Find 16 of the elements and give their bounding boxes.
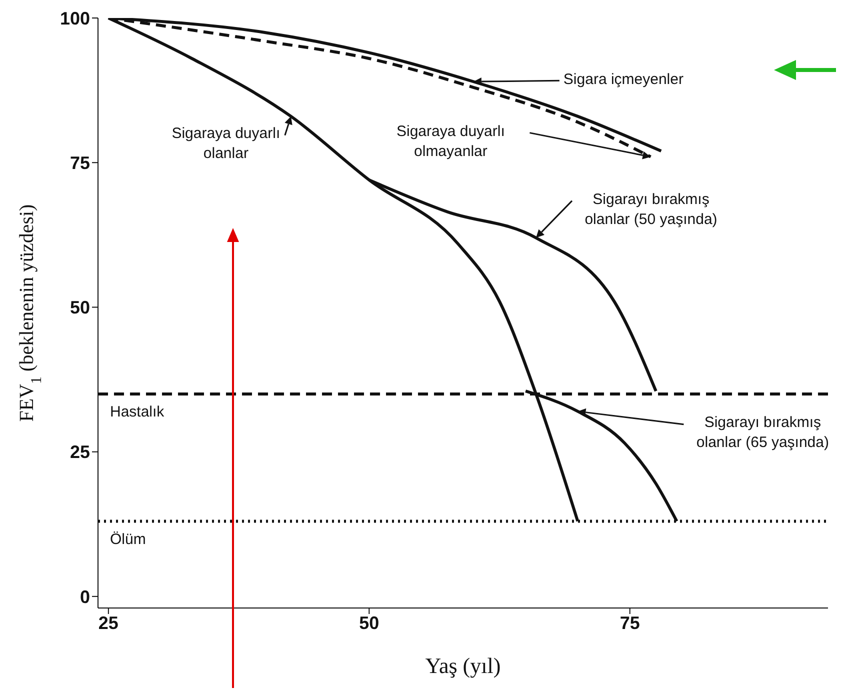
- series-label: Sigara içmeyenler: [563, 70, 684, 90]
- x-tick-label: 25: [98, 612, 118, 633]
- y-tick-label: 25: [70, 442, 90, 462]
- text: Sigarayı bırakmış olanlar (50 yaşında): [584, 190, 718, 230]
- y-tick-label: 50: [70, 298, 90, 318]
- ref-line-label: Ölüm: [110, 530, 146, 548]
- text: Sigarayı bırakmış olanlar (65 yaşında): [695, 413, 830, 454]
- x-tick-label: 50: [359, 612, 380, 633]
- ref-line-label: Hastalık: [110, 404, 165, 421]
- y-tick-label: 100: [60, 8, 90, 28]
- x-tick-label: 75: [620, 612, 640, 633]
- x-axis-title: Yaş (yıl): [425, 653, 501, 678]
- legend-label: Sigaraya duyarlı olanlar: [170, 124, 281, 164]
- y-tick-label: 0: [80, 586, 90, 607]
- series-label: Sigaraya duyarlı olmayanlar: [396, 122, 506, 162]
- y-tick-label: 75: [70, 153, 90, 173]
